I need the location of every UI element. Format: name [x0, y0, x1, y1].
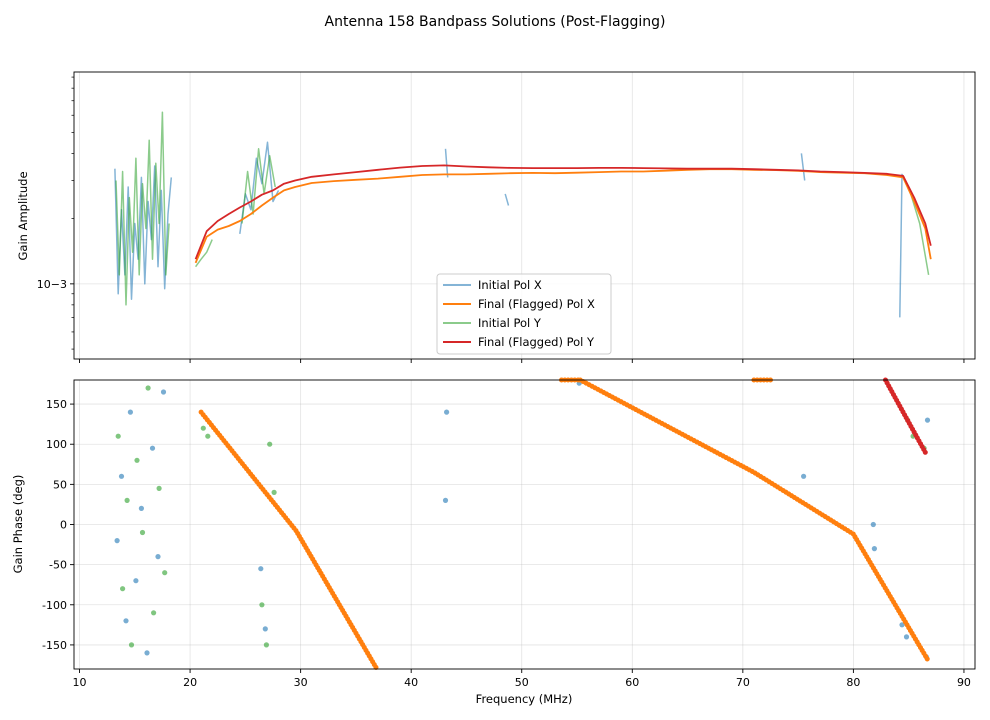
phase-ytick-label-50: 50: [53, 478, 67, 491]
phase-xtick-label-90: 90: [957, 676, 971, 689]
phase-point: [444, 409, 450, 415]
phase-point: [271, 489, 277, 495]
phase-cluster-initial-pol-y: [115, 385, 927, 648]
phase-point: [871, 546, 878, 552]
legend-label-final-y: Final (Flagged) Pol Y: [478, 335, 595, 349]
phase-ytick-label--100: -100: [42, 599, 67, 612]
phase-ticks: 10 20 30 40 50 60 70 80 90 -150 -100 -50 0 50 100 150: [42, 398, 971, 689]
phase-track-final-flagged-pol-y: [883, 377, 928, 455]
phase-point: [870, 521, 876, 528]
phase-xtick-label-50: 50: [515, 676, 529, 689]
phase-point: [205, 433, 211, 439]
phase-point: [144, 650, 150, 656]
phase-panel: 10 20 30 40 50 60 70 80 90 -150 -100 -50 0 50 100 150 G…: [11, 377, 976, 706]
phase-point: [151, 610, 157, 616]
phase-cluster-initial-pol-x: [114, 380, 931, 660]
amp-line-initial-pol-x: [114, 141, 905, 318]
phase-ytick-label--150: -150: [42, 639, 67, 652]
amplitude-ticks: 10−3: [37, 76, 965, 363]
phase-ytick-label-150: 150: [46, 398, 67, 411]
phase-xtick-label-30: 30: [294, 676, 308, 689]
phase-point: [155, 554, 161, 560]
phase-point: [801, 473, 807, 479]
phase-point: [899, 622, 905, 628]
phase-x-label: Frequency (MHz): [476, 692, 573, 706]
figure-title: Antenna 158 Bandpass Solutions (Post-Fla…: [325, 14, 666, 30]
phase-point: [924, 417, 931, 423]
phase-point: [139, 529, 146, 536]
phase-point: [156, 485, 162, 491]
amp-line-initial-pol-y: [115, 111, 930, 306]
legend-box: [436, 273, 612, 355]
phase-point: [128, 642, 135, 648]
amp-ytick-label: 10−3: [37, 278, 67, 291]
legend-label-initial-y: Initial Pol Y: [478, 316, 542, 330]
amp-line-final-flagged-pol-x: [194, 168, 932, 264]
phase-point: [267, 441, 273, 447]
phase-ytick-label--50: -50: [49, 559, 67, 572]
phase-point: [134, 457, 140, 463]
phase-point: [133, 578, 139, 584]
legend-label-final-x: Final (Flagged) Pol X: [478, 297, 595, 311]
amplitude-panel: 10−3 Gain Amplitude Initial Pol X Final …: [16, 71, 976, 363]
phase-grid: [74, 380, 975, 669]
phase-y-label: Gain Phase (deg): [11, 475, 25, 574]
phase-ytick-label-100: 100: [46, 438, 67, 451]
amplitude-legend: Initial Pol X Final (Flagged) Pol X Init…: [436, 273, 612, 355]
phase-point: [263, 642, 269, 648]
legend-label-initial-x: Initial Pol X: [478, 278, 542, 292]
phase-point: [442, 497, 449, 503]
phase-point: [262, 626, 268, 632]
phase-xtick-label-80: 80: [846, 676, 860, 689]
amplitude-grid: [74, 72, 975, 359]
phase-point: [124, 497, 130, 503]
phase-point: [160, 389, 167, 395]
amp-line-final-flagged-pol-y: [194, 164, 932, 260]
amplitude-axes-frame: [73, 71, 976, 360]
phase-xtick-label-70: 70: [736, 676, 750, 689]
phase-point: [149, 445, 156, 451]
phase-xtick-label-40: 40: [404, 676, 418, 689]
phase-xtick-label-10: 10: [73, 676, 87, 689]
phase-point: [118, 473, 125, 479]
phase-point: [114, 538, 120, 544]
phase-point: [200, 425, 206, 431]
phase-point: [115, 433, 121, 439]
amplitude-y-label: Gain Amplitude: [16, 171, 30, 260]
phase-point: [903, 634, 910, 640]
amplitude-series: [114, 111, 932, 318]
phase-point: [123, 618, 129, 624]
phase-point: [162, 570, 168, 576]
phase-series: [114, 377, 931, 672]
phase-ytick-label-0: 0: [60, 519, 67, 532]
phase-xtick-label-20: 20: [183, 676, 197, 689]
phase-track-final-flagged-pol-x: [198, 377, 930, 672]
phase-point: [145, 385, 151, 391]
phase-point: [259, 602, 265, 608]
phase-point: [127, 409, 133, 415]
phase-point: [138, 505, 144, 511]
phase-xtick-label-60: 60: [625, 676, 639, 689]
phase-point: [258, 566, 264, 572]
phase-point: [120, 586, 126, 592]
